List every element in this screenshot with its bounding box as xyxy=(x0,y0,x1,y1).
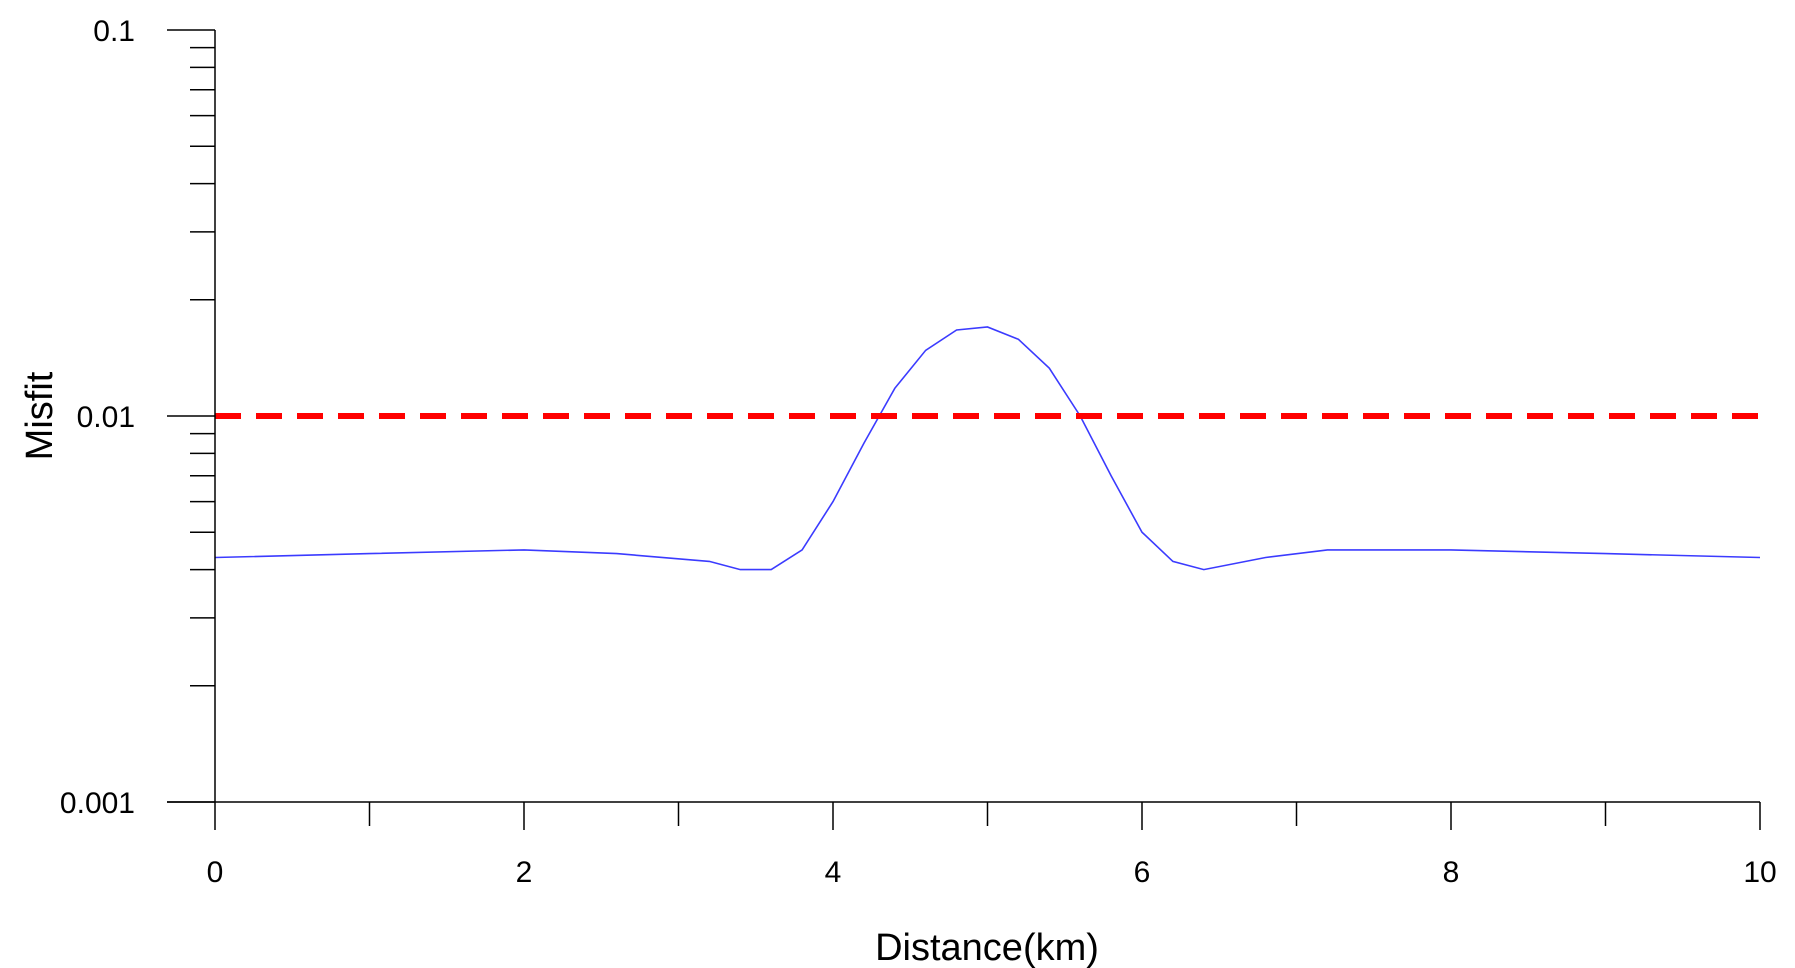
x-tick-label: 6 xyxy=(1134,856,1151,889)
x-tick-label: 2 xyxy=(516,856,533,889)
x-tick-label: 10 xyxy=(1743,856,1776,889)
misfit-series-line xyxy=(214,326,1761,571)
series-layer xyxy=(214,326,1761,571)
y-tick-label: 0.001 xyxy=(60,787,135,820)
y-tick-label: 0.01 xyxy=(77,401,135,434)
x-axis-label: Distance(km) xyxy=(875,927,1099,968)
x-tick-label: 8 xyxy=(1443,856,1460,889)
ticks: 0 2 4 6 8 10 0.001 0.01 0.1 xyxy=(60,15,1777,889)
y-axis-label: Misfit xyxy=(19,371,61,460)
x-tick-label: 4 xyxy=(825,856,842,889)
y-tick-label: 0.1 xyxy=(93,15,135,48)
x-tick-label: 0 xyxy=(207,856,224,889)
